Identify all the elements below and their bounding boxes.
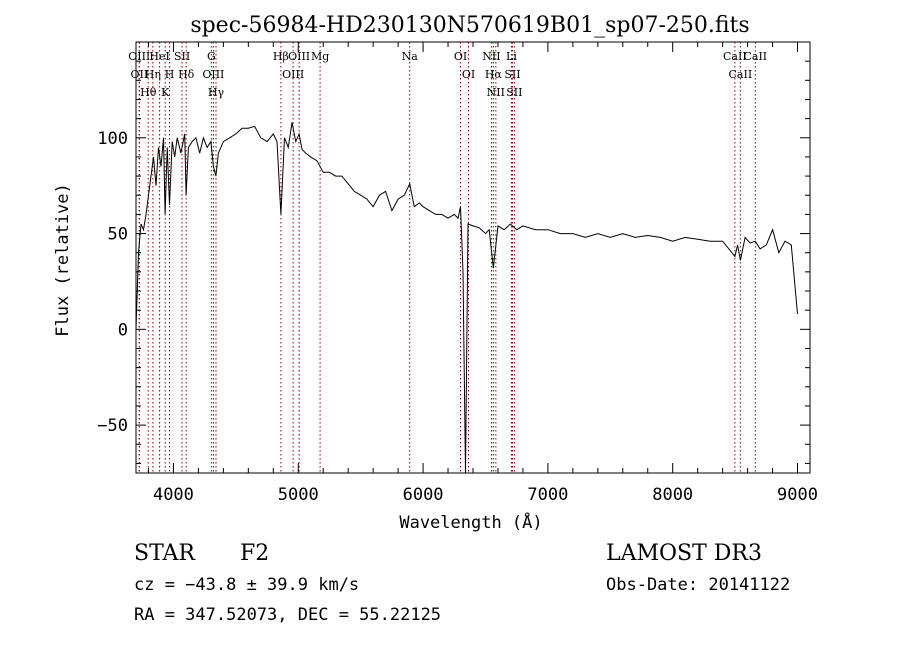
survey-name: LAMOST DR3 xyxy=(606,541,762,566)
y-axis-label: Flux (relative) xyxy=(53,183,73,337)
spectral-line-label: SII xyxy=(174,50,190,63)
x-axis: 4000 5000 6000 7000 8000 9000 xyxy=(147,42,818,505)
x-tick-label: 5000 xyxy=(278,485,319,505)
spectral-line-label: CaII xyxy=(729,68,753,81)
spectral-line-label: Hθ xyxy=(140,86,157,99)
spectral-line-label: Li xyxy=(506,50,517,63)
spectral-line-label: Hα xyxy=(485,68,503,81)
spectral-line-label: H xyxy=(165,68,175,81)
spectral-line-markers xyxy=(138,42,756,473)
spectral-line-label: OIII xyxy=(202,68,224,81)
spectral-line-label: OIII xyxy=(128,50,150,63)
spectral-line-label: OII xyxy=(131,68,149,81)
spectral-line-label: Hβ xyxy=(273,50,289,63)
chart-title: spec-56984-HD230130N570619B01_sp07-250.f… xyxy=(190,13,749,38)
spectral-line-label: SII xyxy=(506,86,522,99)
spectral-line-label: OIII xyxy=(288,50,310,63)
y-tick-label: −50 xyxy=(97,416,128,436)
redshift-info: cz = −43.8 ± 39.9 km/s xyxy=(134,575,359,595)
spectral-line-label: Na xyxy=(402,50,419,63)
spectrum-series xyxy=(135,122,798,474)
y-tick-label: 0 xyxy=(118,320,128,340)
spectral-line-label: OIII xyxy=(282,68,304,81)
spectral-line-label: Hη xyxy=(145,68,161,81)
spectral-line-label: CaII xyxy=(723,50,747,63)
x-axis-label: Wavelength (Å) xyxy=(399,511,542,533)
x-tick-label: 4000 xyxy=(153,485,194,505)
spectral-line-label: OI xyxy=(454,50,467,63)
observation-date: Obs-Date: 20141122 xyxy=(606,575,790,595)
y-tick-label: 50 xyxy=(108,225,128,245)
spectral-line-label: G xyxy=(207,50,216,63)
plot-frame xyxy=(135,41,811,474)
x-tick-label: 6000 xyxy=(403,485,444,505)
y-axis: −50 0 50 100 xyxy=(97,41,810,464)
spectrum-line xyxy=(135,122,798,474)
x-tick-label: 9000 xyxy=(777,485,818,505)
spectral-line-label: Hδ xyxy=(178,68,195,81)
spectral-line-label: NII xyxy=(482,50,500,63)
spectral-line-label: K xyxy=(161,86,170,99)
spectral-line-label: HeI xyxy=(149,50,169,63)
spectral-line-label: OI xyxy=(462,68,475,81)
x-tick-label: 7000 xyxy=(527,485,568,505)
spectral-line-label: CaII xyxy=(743,50,767,63)
x-tick-label: 8000 xyxy=(652,485,693,505)
object-type: STAR xyxy=(134,541,196,566)
y-tick-label: 100 xyxy=(97,129,128,149)
spectral-line-label: SII xyxy=(504,68,520,81)
spectral-line-label: NII xyxy=(487,86,505,99)
spectral-line-label: Hγ xyxy=(208,86,225,99)
coordinates: RA = 347.52073, DEC = 55.22125 xyxy=(134,605,441,625)
spectral-line-label: Mg xyxy=(311,50,329,63)
spectral-subclass: F2 xyxy=(240,541,269,566)
